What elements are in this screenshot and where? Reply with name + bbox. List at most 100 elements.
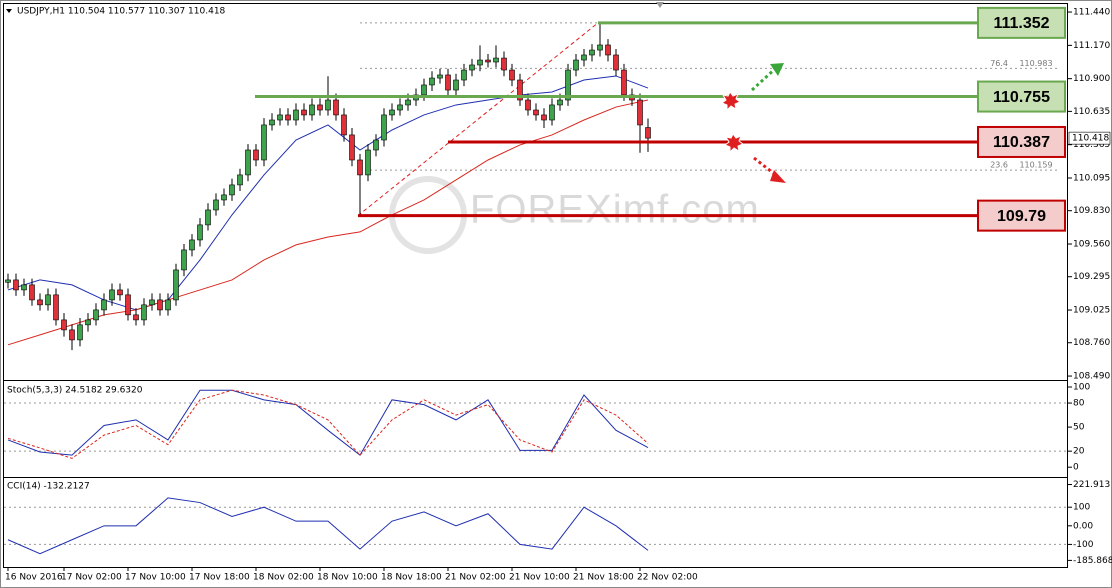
up-arrow-head bbox=[770, 63, 784, 76]
indicator-line bbox=[7, 497, 649, 555]
level-label: 111.352 bbox=[993, 15, 1049, 32]
fib-label: 23.6 bbox=[990, 161, 1008, 170]
candle-body bbox=[509, 69, 515, 81]
candle-body bbox=[389, 109, 395, 116]
y-tick-label: 108.760 bbox=[1073, 338, 1110, 348]
y-tick-label: 110.635 bbox=[1073, 107, 1110, 117]
y-tick-label: 100 bbox=[1073, 383, 1090, 393]
x-tick-label: 16 Nov 2016 bbox=[5, 573, 63, 583]
candle-body bbox=[13, 279, 19, 291]
candle-body bbox=[477, 59, 483, 66]
candle-body bbox=[293, 109, 299, 121]
fib-trend-line bbox=[357, 22, 599, 217]
candle-body bbox=[69, 329, 75, 341]
indicator-line bbox=[7, 389, 649, 456]
candle-body bbox=[141, 304, 147, 321]
candle-body bbox=[101, 299, 107, 311]
candle-body bbox=[261, 124, 267, 161]
y-tick-label: 100 bbox=[1073, 503, 1090, 513]
candle-body bbox=[381, 114, 387, 141]
candle-body bbox=[461, 69, 467, 81]
candle-body bbox=[285, 114, 291, 121]
candle-body bbox=[53, 294, 59, 321]
x-tick-label: 21 Nov 10:00 bbox=[509, 573, 570, 583]
level-label: 109.79 bbox=[997, 208, 1046, 225]
x-tick-label: 17 Nov 02:00 bbox=[61, 573, 122, 583]
panel-title: CCI(14) -132.2127 bbox=[7, 482, 90, 492]
candle-body bbox=[125, 294, 131, 316]
y-tick-label: 109.295 bbox=[1073, 272, 1110, 282]
candle-body bbox=[157, 299, 163, 311]
candle-body bbox=[557, 99, 563, 106]
y-tick-label: 110.095 bbox=[1073, 174, 1110, 184]
level-box bbox=[977, 80, 1066, 113]
candle-body bbox=[317, 104, 323, 111]
candle-body bbox=[325, 99, 331, 111]
y-tick-label: 221.913 bbox=[1073, 480, 1110, 490]
fib-value: 110.159 bbox=[1019, 161, 1052, 170]
candle-body bbox=[525, 99, 531, 111]
candle-body bbox=[45, 294, 51, 306]
candle-body bbox=[237, 174, 243, 186]
candle-body bbox=[229, 184, 235, 196]
candle-body bbox=[589, 49, 595, 56]
candle-body bbox=[5, 279, 11, 283]
candle-body bbox=[357, 159, 363, 176]
candle-body bbox=[565, 69, 571, 101]
candle-body bbox=[61, 319, 67, 331]
watermark: FOREXimf.com bbox=[470, 188, 760, 232]
candle-body bbox=[221, 194, 227, 201]
candle-body bbox=[333, 99, 339, 116]
candle-body bbox=[309, 104, 315, 116]
y-tick-label: 108.490 bbox=[1073, 372, 1110, 382]
candle-body bbox=[173, 269, 179, 301]
candle-body bbox=[301, 109, 307, 116]
x-tick-label: 17 Nov 18:00 bbox=[189, 573, 250, 583]
y-tick-label: 0.00 bbox=[1073, 521, 1093, 531]
candle-body bbox=[77, 324, 83, 341]
moving-average bbox=[7, 99, 649, 346]
x-tick-label: 22 Nov 02:00 bbox=[637, 573, 698, 583]
x-tick-label: 18 Nov 10:00 bbox=[317, 573, 378, 583]
candle-body bbox=[573, 59, 579, 71]
candle-body bbox=[437, 74, 443, 79]
plot-frame bbox=[3, 3, 1068, 568]
candle-body bbox=[85, 319, 91, 326]
candle-body bbox=[517, 79, 523, 101]
y-tick-label: 109.025 bbox=[1073, 306, 1110, 316]
candle-body bbox=[117, 289, 123, 296]
candle-body bbox=[341, 114, 347, 136]
level-box bbox=[977, 199, 1066, 232]
candle-body bbox=[365, 149, 371, 176]
annotations bbox=[720, 63, 786, 183]
shift-marker bbox=[656, 2, 664, 8]
candle-body bbox=[405, 99, 411, 106]
moving-average bbox=[7, 75, 649, 311]
candle-body bbox=[205, 209, 211, 226]
candle-body bbox=[597, 44, 603, 51]
level-label: 110.387 bbox=[993, 134, 1050, 151]
y-tick-label: 110.900 bbox=[1073, 74, 1110, 84]
candle-body bbox=[533, 109, 539, 116]
candle-body bbox=[165, 299, 171, 311]
candle-body bbox=[645, 127, 651, 139]
y-tick-label: 111.170 bbox=[1073, 41, 1110, 51]
menu-icon bbox=[6, 9, 12, 13]
candle-body bbox=[621, 69, 627, 96]
y-tick-label: 50 bbox=[1073, 423, 1085, 433]
candle-body bbox=[253, 149, 259, 161]
y-tick-label: -185.8682 bbox=[1073, 556, 1112, 566]
candle-body bbox=[493, 57, 499, 63]
candle-body bbox=[149, 299, 155, 306]
current-price: 110.418 bbox=[1072, 134, 1109, 144]
y-tick-label: 80 bbox=[1073, 399, 1085, 409]
candle-body bbox=[197, 224, 203, 241]
x-tick-label: 21 Nov 02:00 bbox=[445, 573, 506, 583]
candle-body bbox=[277, 114, 283, 121]
candle-body bbox=[93, 309, 99, 321]
indicator-plot bbox=[4, 497, 1068, 555]
burst-icon bbox=[720, 91, 742, 112]
candle-body bbox=[213, 199, 219, 211]
